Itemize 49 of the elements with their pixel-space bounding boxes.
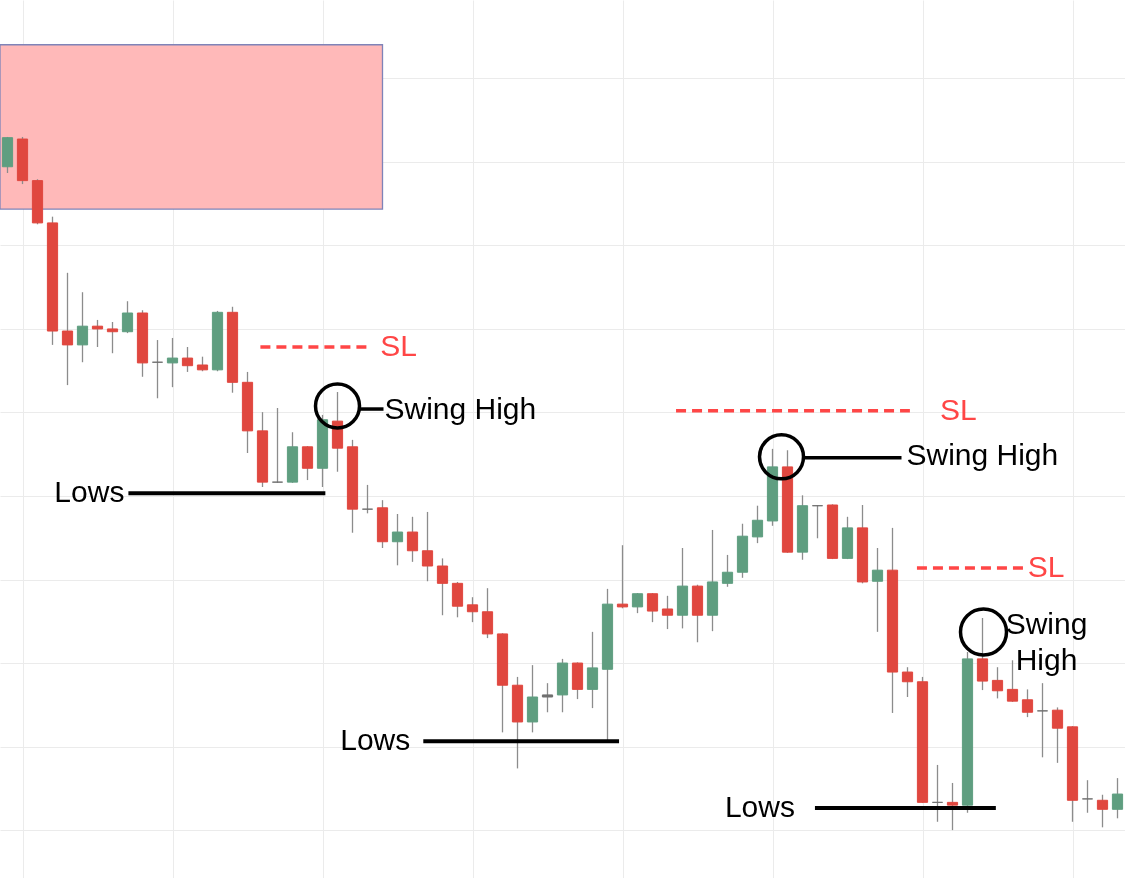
candlestick [1096,794,1109,828]
candlestick [61,272,74,386]
candlestick [1051,706,1064,764]
candlestick [121,300,134,334]
annotation: Swing High [1005,606,1088,676]
ref-line-label: SL [380,328,417,362]
candlestick [976,617,989,691]
candlestick [646,592,659,623]
candlestick [871,547,884,633]
candlestick [406,516,419,563]
candlestick [151,339,164,399]
candlestick [541,682,554,713]
candlestick [1081,779,1094,814]
candlestick [991,666,1004,700]
ref-line-label: SL [939,392,977,426]
candlestick [361,484,374,514]
ref-line-label: Lows [54,475,125,509]
candlestick [1111,777,1124,819]
candlestick [1021,688,1034,718]
candlestick [421,511,434,582]
candlestick [751,505,764,544]
candlestick [901,666,914,698]
candlestick [106,321,119,354]
candlestick [1006,659,1019,703]
candlestick [271,407,284,484]
candlestick [931,764,944,823]
candlestick [616,544,629,609]
candlestick [166,337,179,388]
candlestick [91,319,104,348]
candlestick [301,445,314,481]
candlestick [76,291,89,363]
candlestick [721,554,734,588]
candlestick [181,346,194,373]
candlestick [631,592,644,614]
candlestick [661,595,674,630]
candlestick [586,631,599,709]
ref-line-label: Lows [340,723,411,757]
candlestick [481,587,494,639]
candlestick [946,782,959,831]
candlestick [466,596,479,623]
candlestick [811,504,824,539]
candlestick [1036,682,1049,758]
annotation: Swing High [906,437,1059,471]
annotation: Swing High [384,392,537,426]
candlestick [436,557,449,616]
ref-line-label: SL [1027,550,1065,584]
candlestick [451,581,464,618]
candlestick [391,513,404,566]
ref-line-label: Lows [724,789,795,823]
